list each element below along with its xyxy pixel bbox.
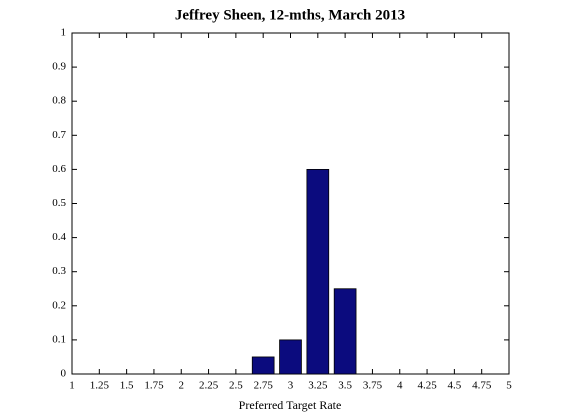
y-tick-label: 0.3 bbox=[52, 265, 66, 277]
x-tick-label: 2.75 bbox=[254, 380, 274, 392]
y-tick-label: 0.8 bbox=[52, 95, 66, 107]
x-tick-label: 3.75 bbox=[363, 380, 383, 392]
x-tick-label: 1.25 bbox=[90, 380, 110, 392]
y-tick-label: 0.5 bbox=[52, 197, 66, 209]
y-tick-label: 0.6 bbox=[52, 163, 66, 175]
x-tick-label: 4.5 bbox=[448, 380, 462, 392]
x-tick-label: 3.5 bbox=[338, 380, 352, 392]
plot-frame bbox=[71, 32, 510, 375]
x-tick-label: 2.25 bbox=[199, 380, 219, 392]
bar bbox=[306, 168, 330, 375]
y-tick-label: 0.9 bbox=[52, 61, 66, 73]
y-tick-label: 0.1 bbox=[52, 333, 66, 345]
x-tick-label: 5 bbox=[506, 380, 512, 392]
x-tick-label: 3.25 bbox=[308, 380, 328, 392]
x-tick-label: 1.75 bbox=[144, 380, 164, 392]
x-tick-label: 3 bbox=[288, 380, 294, 392]
bar bbox=[279, 339, 302, 375]
x-tick-label: 4 bbox=[397, 380, 403, 392]
y-tick-label: 0 bbox=[61, 368, 67, 380]
y-tick-label: 0.2 bbox=[52, 299, 66, 311]
chart-title: Jeffrey Sheen, 12-mths, March 2013 bbox=[175, 7, 405, 23]
x-tick-label: 1 bbox=[69, 380, 75, 392]
x-tick-label: 2.5 bbox=[229, 380, 243, 392]
x-tick-label: 2 bbox=[179, 380, 185, 392]
bar bbox=[333, 288, 357, 375]
y-tick-label: 0.4 bbox=[52, 231, 66, 243]
y-tick-label: 0.7 bbox=[52, 129, 66, 141]
x-tick-label: 1.5 bbox=[120, 380, 134, 392]
y-tick-label: 1 bbox=[61, 27, 67, 39]
x-axis-label: Preferred Target Rate bbox=[239, 398, 342, 412]
bar bbox=[251, 356, 275, 375]
x-tick-label: 4.75 bbox=[472, 380, 492, 392]
x-tick-label: 4.25 bbox=[417, 380, 437, 392]
